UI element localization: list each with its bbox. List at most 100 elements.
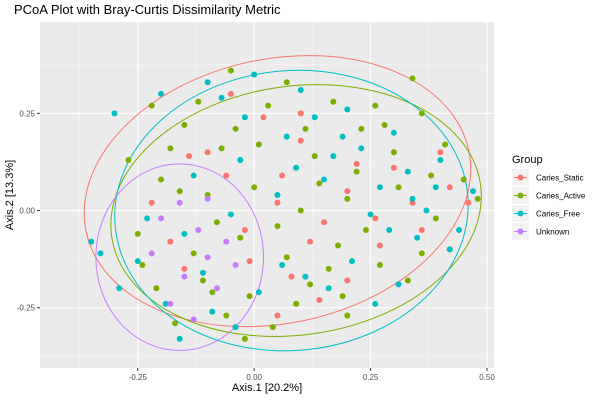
- point-caries-static: [181, 265, 188, 272]
- point-caries-active: [358, 125, 365, 132]
- point-caries-static: [390, 164, 397, 171]
- point-caries-active: [293, 300, 300, 307]
- plot-panel: [40, 22, 494, 368]
- point-caries-static: [376, 242, 383, 249]
- point-caries-static: [437, 149, 444, 156]
- point-caries-free: [251, 71, 258, 78]
- point-caries-active: [283, 254, 290, 261]
- point-caries-active: [213, 219, 220, 226]
- point-caries-active: [125, 157, 132, 164]
- point-caries-static: [307, 238, 314, 245]
- y-axis-title: Axis.2 [13.3%]: [4, 160, 16, 230]
- point-caries-active: [325, 265, 332, 272]
- point-caries-static: [204, 149, 211, 156]
- point-caries-free: [367, 211, 374, 218]
- point-caries-static: [321, 219, 328, 226]
- point-caries-free: [297, 87, 304, 94]
- minor-gridlines: [40, 22, 494, 368]
- legend-label-caries-static: Caries_Static: [536, 174, 584, 183]
- point-caries-free: [302, 273, 309, 280]
- point-caries-free: [227, 211, 234, 218]
- point-caries-active: [330, 98, 337, 105]
- point-caries-active: [269, 324, 276, 331]
- point-caries-free: [88, 238, 95, 245]
- y-axis-ticks: -0.25 0.00 0.25: [17, 109, 40, 313]
- point-caries-static: [167, 238, 174, 245]
- point-caries-active: [335, 242, 342, 249]
- point-unknown: [223, 238, 230, 245]
- point-caries-active: [134, 230, 141, 237]
- x-tick-label: 0.00: [246, 373, 262, 382]
- point-caries-active: [381, 122, 388, 129]
- point-caries-free: [255, 289, 262, 296]
- point-caries-static: [297, 137, 304, 144]
- point-unknown: [176, 199, 183, 206]
- point-caries-free: [116, 285, 123, 292]
- point-unknown: [204, 195, 211, 202]
- point-caries-free: [395, 281, 402, 288]
- point-caries-free: [409, 195, 416, 202]
- point-caries-static: [274, 199, 281, 206]
- legend-key-point-caries-static: [517, 174, 524, 181]
- point-caries-active: [195, 98, 202, 105]
- point-caries-free: [134, 258, 141, 265]
- point-caries-static: [279, 172, 286, 179]
- point-caries-static: [186, 153, 193, 160]
- x-tick-label: 0.50: [479, 373, 495, 382]
- point-caries-free: [386, 226, 393, 233]
- point-caries-free: [339, 133, 346, 140]
- point-caries-static: [353, 160, 360, 167]
- point-caries-free: [390, 129, 397, 136]
- point-caries-active: [158, 176, 165, 183]
- point-caries-active: [418, 250, 425, 257]
- point-caries-free: [97, 250, 104, 257]
- point-caries-free: [437, 157, 444, 164]
- point-caries-free: [283, 133, 290, 140]
- point-caries-active: [404, 277, 411, 284]
- legend-key-point-caries-active: [517, 192, 524, 199]
- point-caries-active: [274, 223, 281, 230]
- point-caries-active: [251, 184, 258, 191]
- point-caries-free: [372, 300, 379, 307]
- point-caries-active: [376, 261, 383, 268]
- point-caries-active: [409, 75, 416, 82]
- x-axis-ticks: -0.25 0.00 0.25 0.50: [129, 368, 495, 382]
- point-caries-free: [274, 192, 281, 198]
- point-unknown: [158, 215, 165, 222]
- ellipse-unknown: [95, 163, 265, 352]
- point-caries-free: [162, 300, 169, 307]
- point-caries-free: [237, 157, 244, 164]
- x-axis-title: Axis.1 [20.2%]: [232, 382, 302, 394]
- point-caries-static: [316, 296, 323, 303]
- point-caries-active: [148, 102, 155, 109]
- point-caries-active: [190, 250, 197, 257]
- x-tick-label: -0.25: [129, 373, 148, 382]
- major-gridlines: [40, 22, 494, 368]
- point-caries-active: [139, 261, 146, 268]
- point-caries-active: [344, 312, 351, 319]
- point-caries-free: [348, 258, 355, 265]
- point-caries-static: [297, 110, 304, 117]
- y-tick-label: 0.00: [19, 207, 35, 216]
- point-caries-active: [344, 195, 351, 202]
- point-caries-static: [465, 199, 472, 206]
- point-caries-active: [307, 281, 314, 288]
- point-caries-free: [199, 269, 206, 276]
- point-caries-active: [362, 226, 369, 233]
- point-caries-free: [414, 234, 421, 241]
- point-caries-free: [325, 285, 332, 292]
- point-caries-active: [167, 145, 174, 152]
- point-caries-free: [404, 168, 411, 175]
- y-tick-label: 0.25: [19, 109, 35, 118]
- legend-label-caries-free: Caries_Free: [536, 210, 581, 219]
- point-caries-static: [344, 277, 351, 284]
- ellipse-caries-static: [83, 55, 472, 328]
- point-caries-active: [316, 180, 323, 187]
- point-caries-active: [172, 320, 179, 327]
- point-unknown: [213, 285, 220, 292]
- point-caries-active: [432, 215, 439, 222]
- point-unknown: [190, 316, 197, 323]
- point-caries-static: [446, 184, 453, 191]
- point-caries-free: [144, 215, 151, 222]
